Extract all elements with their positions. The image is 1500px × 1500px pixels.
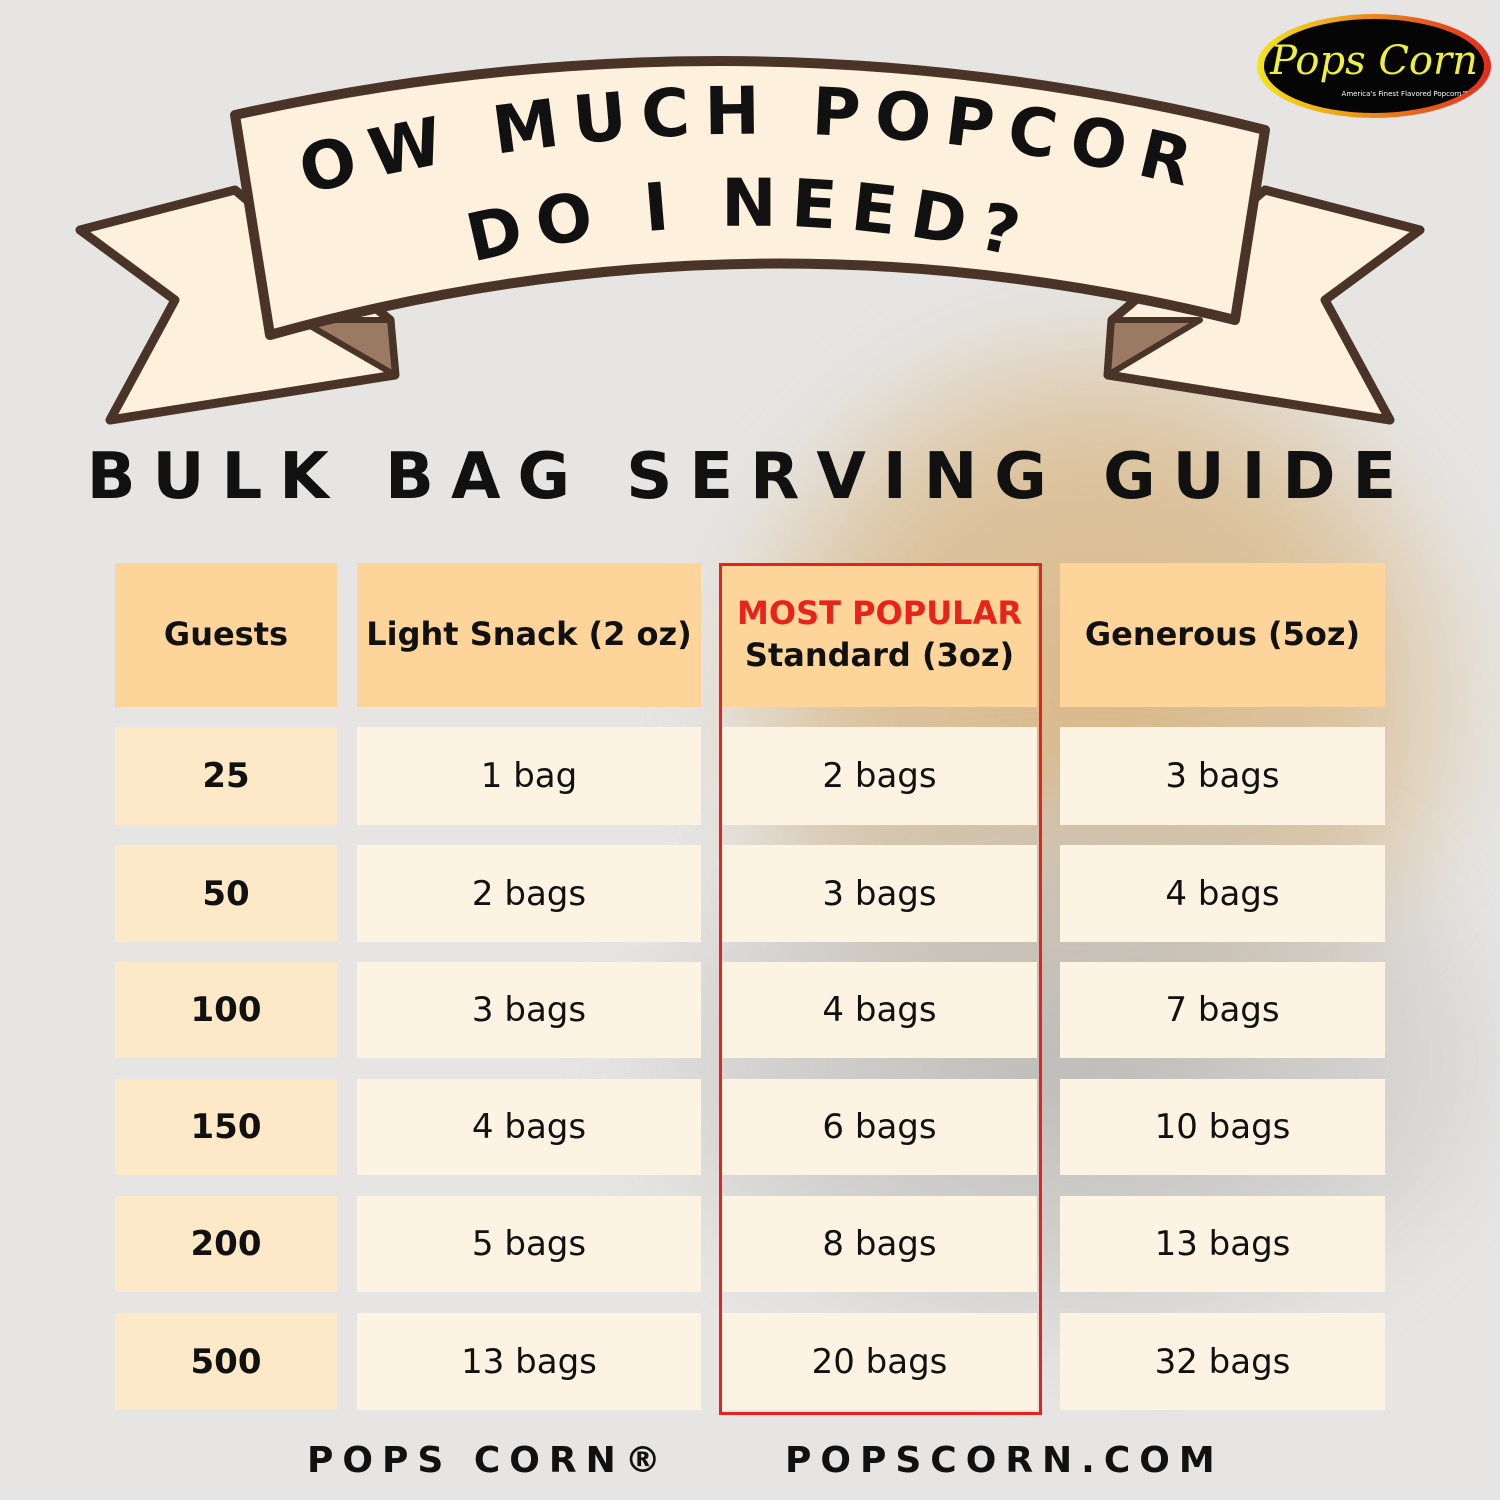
standard-cell: 8 bags <box>722 1196 1037 1292</box>
header-label: Generous (5oz) <box>1084 615 1361 654</box>
generous-cell: 13 bags <box>1060 1196 1385 1292</box>
guest-count-cell: 25 <box>115 727 337 825</box>
light-snack-cell: 1 bag <box>357 727 701 825</box>
light-snack-cell: 3 bags <box>357 962 701 1058</box>
guest-count-cell: 100 <box>115 962 337 1058</box>
header-label: Guests <box>163 615 289 654</box>
header-guests: Guests <box>115 563 337 707</box>
generous-cell: 4 bags <box>1060 845 1385 942</box>
subtitle: BULK BAG SERVING GUIDE <box>86 440 1414 514</box>
standard-cell: 4 bags <box>722 962 1037 1058</box>
generous-cell: 32 bags <box>1060 1313 1385 1410</box>
generous-cell: 3 bags <box>1060 727 1385 825</box>
header-label: Light Snack (2 oz) <box>366 615 692 654</box>
header-standard: MOST POPULAR Standard (3oz) <box>722 563 1037 707</box>
title-ribbon: HOW MUCH POPCORN DO I NEED? <box>0 0 1425 425</box>
guest-count-cell: 500 <box>115 1313 337 1410</box>
svg-text:Pops Corn: Pops Corn <box>1269 38 1478 84</box>
light-snack-cell: 4 bags <box>357 1079 701 1175</box>
generous-cell: 10 bags <box>1060 1079 1385 1175</box>
footer-brand: POPS CORN® <box>307 1440 670 1481</box>
most-popular-highlight <box>719 563 1042 1415</box>
standard-cell: 6 bags <box>722 1079 1037 1175</box>
guest-count-cell: 200 <box>115 1196 337 1292</box>
header-light-snack: Light Snack (2 oz) <box>357 563 701 707</box>
standard-cell: 20 bags <box>722 1313 1037 1410</box>
light-snack-cell: 2 bags <box>357 845 701 942</box>
guest-count-cell: 50 <box>115 845 337 942</box>
svg-text:America's Finest Flavored Popc: America's Finest Flavored Popcorn™ <box>1342 90 1469 98</box>
most-popular-label: MOST POPULAR <box>737 594 1022 633</box>
header-generous: Generous (5oz) <box>1060 563 1385 707</box>
standard-cell: 2 bags <box>722 727 1037 825</box>
standard-cell: 3 bags <box>722 845 1037 942</box>
header-label: Standard (3oz) <box>744 636 1015 674</box>
guest-count-cell: 150 <box>115 1079 337 1175</box>
light-snack-cell: 13 bags <box>357 1313 701 1410</box>
generous-cell: 7 bags <box>1060 962 1385 1058</box>
footer-site[interactable]: POPSCORN.COM <box>785 1440 1224 1481</box>
light-snack-cell: 5 bags <box>357 1196 701 1292</box>
pops-corn-logo: Pops Corn America's Finest Flavored Popc… <box>1257 14 1491 118</box>
